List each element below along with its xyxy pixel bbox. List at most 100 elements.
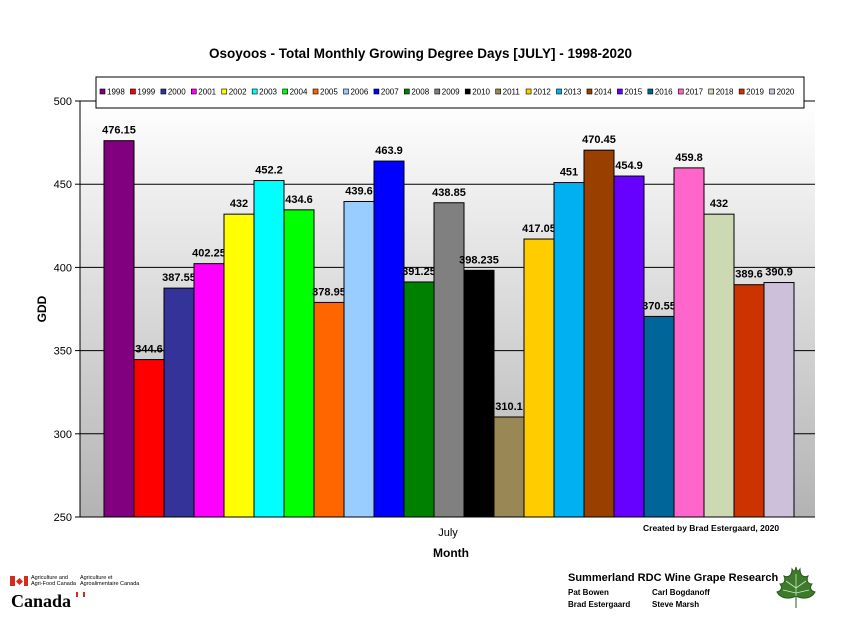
legend-entry-1998: 1998 xyxy=(107,88,125,97)
bar-2005 xyxy=(313,301,345,518)
y-tick-label: 300 xyxy=(54,429,72,441)
legend-entry-2017: 2017 xyxy=(685,88,703,97)
y-axis-label: GDD xyxy=(35,295,49,322)
legend-swatch-2016 xyxy=(647,88,654,95)
data-label-2001: 402.25 xyxy=(192,248,226,260)
wordmark-flag-icon xyxy=(76,592,85,597)
data-label-1998: 476.15 xyxy=(102,125,136,137)
bar-2015 xyxy=(613,175,645,518)
legend-swatch-2000 xyxy=(160,88,167,95)
data-label-2011: 310.1 xyxy=(495,401,523,413)
legend-swatch-2011 xyxy=(495,88,501,95)
bar-2016 xyxy=(643,315,675,518)
x-tick-label: July xyxy=(438,527,458,539)
department-name-fr: Agriculture et Agroalimentaire Canada xyxy=(80,575,140,587)
data-label-2002: 432 xyxy=(230,198,248,210)
legend-entry-2013: 2013 xyxy=(564,88,582,97)
data-label-2008: 391.25 xyxy=(402,266,436,278)
legend-entry-2016: 2016 xyxy=(655,88,673,97)
data-label-2009: 438.85 xyxy=(432,187,466,199)
canada-wordmark: Canada xyxy=(11,591,72,611)
department-name-en: Agriculture and Agri-Food Canada xyxy=(31,575,76,587)
legend-entry-2008: 2008 xyxy=(411,88,429,97)
legend-entry-2005: 2005 xyxy=(320,88,338,97)
bar-2004 xyxy=(283,209,315,518)
legend-entry-2009: 2009 xyxy=(442,88,460,97)
data-label-2000: 387.55 xyxy=(162,272,196,284)
bar-2009 xyxy=(433,202,465,518)
legend-swatch-2004 xyxy=(282,88,288,95)
bar-1999 xyxy=(133,359,165,518)
y-tick-label: 250 xyxy=(54,512,72,524)
legend-swatch-2002 xyxy=(221,88,228,95)
bar-2020 xyxy=(763,282,795,518)
legend-swatch-2007 xyxy=(373,88,380,95)
legend-swatch-2010 xyxy=(464,88,471,95)
researcher-name: Pat Bowen xyxy=(568,588,609,597)
legend-entry-2020: 2020 xyxy=(777,88,795,97)
bar-2010 xyxy=(463,269,495,518)
legend-swatch-2020 xyxy=(769,88,775,95)
bar-2001 xyxy=(193,263,225,518)
legend-entry-2015: 2015 xyxy=(624,88,642,97)
legend-swatch-2015 xyxy=(617,88,623,95)
legend-entry-2000: 2000 xyxy=(168,88,186,97)
bar-2002 xyxy=(223,213,255,518)
y-tick-label: 350 xyxy=(54,346,72,358)
legend-swatch-2006 xyxy=(343,88,349,95)
y-tick-label: 400 xyxy=(54,262,72,274)
chart-credit: Created by Brad Estergaard, 2020 xyxy=(643,523,780,533)
bar-2019 xyxy=(733,284,765,518)
legend-entry-2019: 2019 xyxy=(746,88,764,97)
research-title: Summerland RDC Wine Grape Research xyxy=(568,572,779,584)
legend-entry-2004: 2004 xyxy=(290,88,308,97)
research-block: Summerland RDC Wine Grape Research Pat B… xyxy=(568,566,838,617)
legend-swatch-1998 xyxy=(99,88,106,95)
legend-entry-2010: 2010 xyxy=(472,88,490,97)
legend-swatch-2013 xyxy=(556,88,562,95)
legend-swatch-2014 xyxy=(586,88,593,95)
data-label-2012: 417.05 xyxy=(522,223,556,235)
bar-2013 xyxy=(553,182,585,518)
legend-swatch-2009 xyxy=(434,88,441,95)
legend-swatch-1999 xyxy=(130,88,136,95)
data-label-1999: 344.6 xyxy=(135,344,163,356)
bar-1998 xyxy=(103,140,135,518)
data-label-2005: 378.95 xyxy=(312,286,346,298)
legend-box xyxy=(95,76,805,109)
legend-entry-2011: 2011 xyxy=(503,88,521,97)
x-axis-label: Month xyxy=(433,546,469,560)
bar-2014 xyxy=(583,149,615,518)
researcher-name: Steve Marsh xyxy=(652,600,700,609)
y-tick-label: 500 xyxy=(54,96,72,108)
legend-swatch-2017 xyxy=(677,88,684,95)
data-label-2016: 370.55 xyxy=(642,300,676,312)
data-label-2004: 434.6 xyxy=(285,194,313,206)
legend-entry-2014: 2014 xyxy=(594,88,612,97)
y-tick-label: 450 xyxy=(54,179,72,191)
data-label-2019: 389.6 xyxy=(735,269,763,281)
aafc-logo: Agriculture and Agri-Food Canada Agricul… xyxy=(10,574,170,614)
bar-2012 xyxy=(523,238,555,518)
legend-entry-2012: 2012 xyxy=(533,88,551,97)
bar-2000 xyxy=(163,287,195,518)
canada-flag-icon xyxy=(10,576,28,586)
data-label-2006: 439.6 xyxy=(345,186,373,198)
legend-swatch-2005 xyxy=(312,88,319,95)
bar-2018 xyxy=(703,213,735,518)
legend-entry-2001: 2001 xyxy=(198,88,216,97)
researcher-name: Carl Bogdanoff xyxy=(652,588,710,597)
legend-swatch-2008 xyxy=(404,88,410,95)
data-label-2010: 398.235 xyxy=(459,254,499,266)
chart-title: Osoyoos - Total Monthly Growing Degree D… xyxy=(208,46,633,61)
data-label-2018: 432 xyxy=(710,198,728,210)
data-label-2013: 451 xyxy=(560,167,578,179)
bar-2008 xyxy=(403,281,435,518)
legend-entry-2007: 2007 xyxy=(381,88,399,97)
data-label-2003: 452.2 xyxy=(255,165,283,177)
bar-2011 xyxy=(493,416,525,518)
data-label-2020: 390.9 xyxy=(765,267,793,279)
data-label-2007: 463.9 xyxy=(375,145,403,157)
legend-entry-2003: 2003 xyxy=(259,88,277,97)
